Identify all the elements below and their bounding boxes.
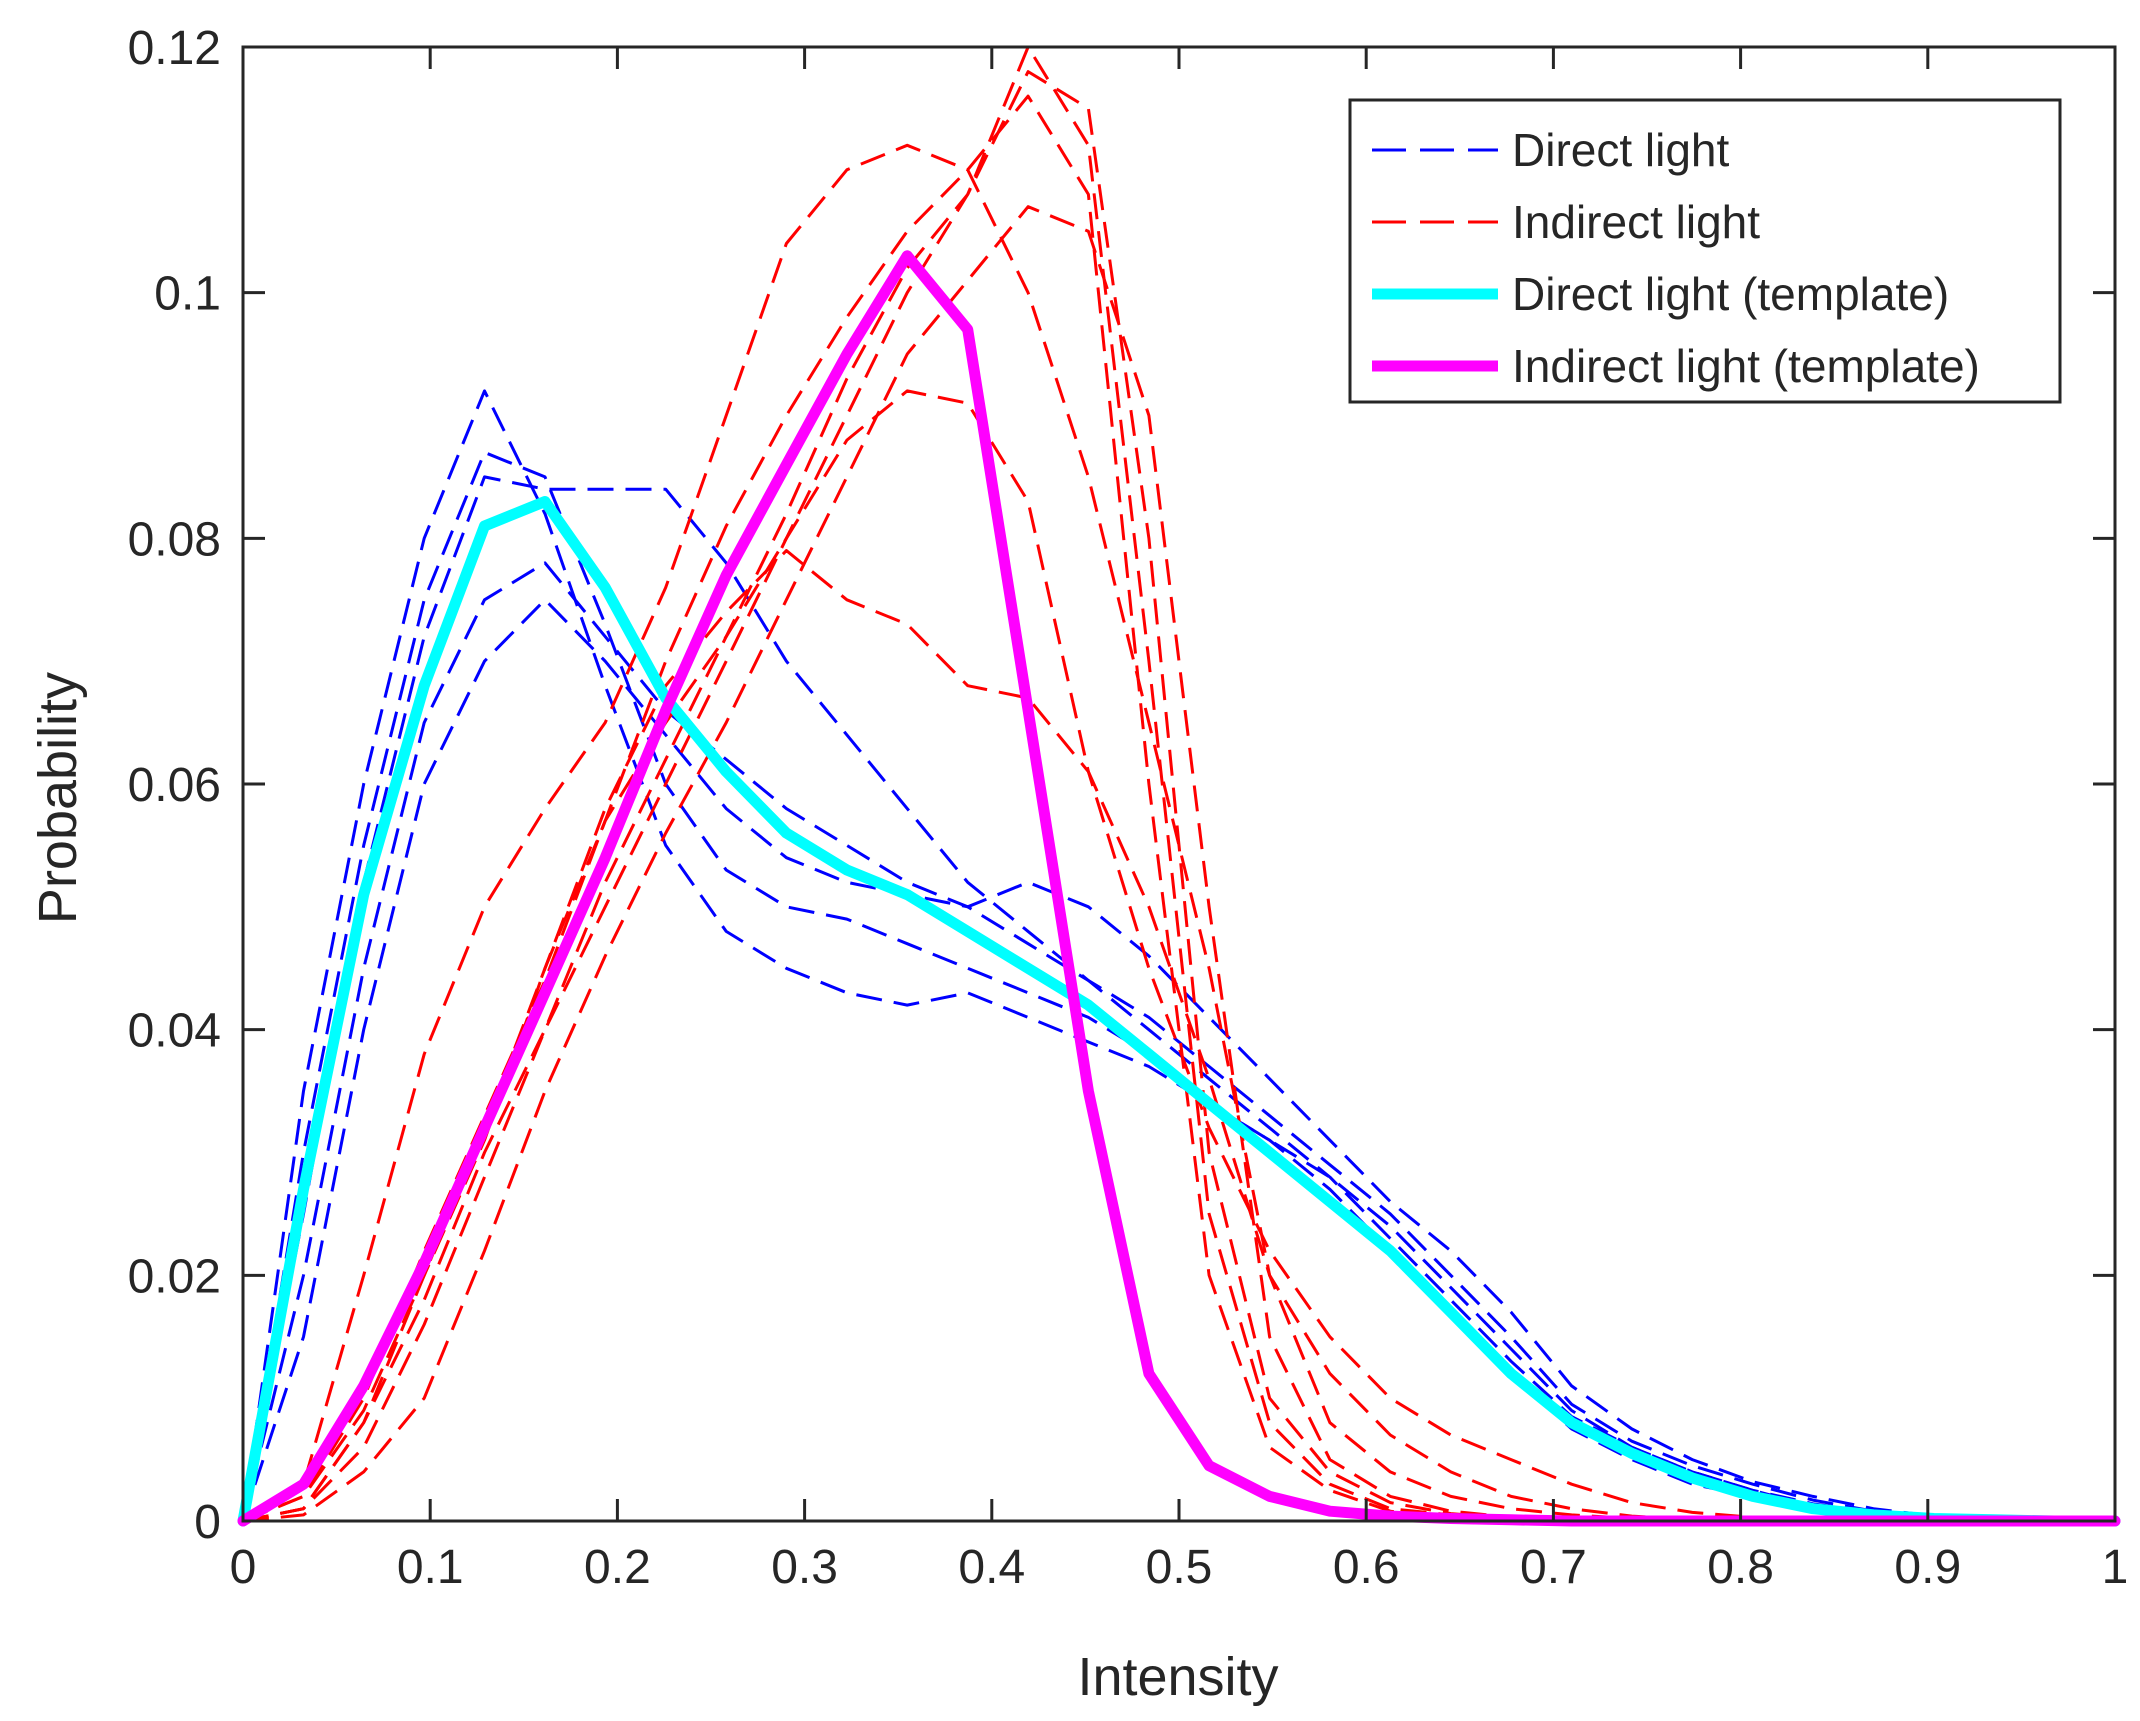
legend-label: Indirect light (template) — [1512, 340, 1980, 392]
series-line-direct-light-6 — [241, 598, 2115, 1523]
y-axis-title: Probability — [28, 672, 88, 924]
y-tick-label: 0.08 — [128, 513, 221, 566]
x-axis-title: Intensity — [1077, 1647, 1278, 1707]
legend: Direct light Indirect light Direct light (… — [1348, 98, 2062, 404]
x-tick-label: 0.1 — [397, 1541, 464, 1594]
y-tick-label: 0.06 — [128, 759, 221, 812]
y-tick-label: 0.04 — [128, 1005, 221, 1058]
axes-layer: 0 0.1 0.2 0.3 0.4 0.5 0.6 0.7 0.8 0.9 1 0 0.02 0.04 0.… — [128, 22, 2129, 1594]
series-line-direct-light-5 — [241, 475, 2115, 1523]
y-tick-label: 0.02 — [128, 1250, 221, 1303]
x-tick-label: 0.7 — [1520, 1541, 1587, 1594]
x-tick-label: 0.9 — [1894, 1541, 1961, 1594]
x-tick-label: 1 — [2102, 1541, 2129, 1594]
x-tick-label: 0.2 — [584, 1541, 651, 1594]
x-tick-label: 0 — [230, 1541, 257, 1594]
series-line-indirect-light-11 — [242, 389, 2115, 1523]
legend-label: Direct light — [1512, 124, 1730, 176]
series-line-direct-light-template-0 — [237, 496, 2121, 1527]
legend-label: Indirect light — [1512, 196, 1760, 248]
x-tick-label: 0.3 — [771, 1541, 838, 1594]
x-tick-label: 0.8 — [1707, 1541, 1774, 1594]
x-tick-label: 0.5 — [1146, 1541, 1213, 1594]
x-tick-label: 0.6 — [1333, 1541, 1400, 1594]
legend-label: Direct light (template) — [1512, 268, 1949, 320]
x-tick-label: 0.4 — [958, 1541, 1025, 1594]
y-tick-label: 0.1 — [154, 268, 221, 321]
series-line-direct-light-4 — [241, 561, 2115, 1523]
y-tick-label: 0 — [194, 1496, 221, 1549]
y-tick-label: 0.12 — [128, 22, 221, 75]
